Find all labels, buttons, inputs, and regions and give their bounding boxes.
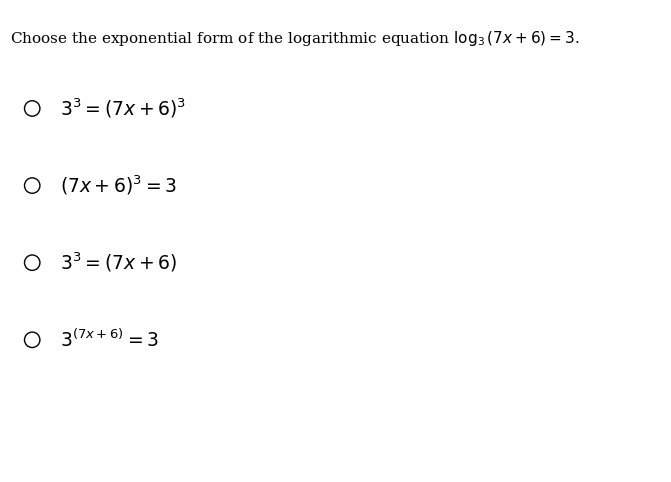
- Text: $3^3 = (7x+6)^3$: $3^3 = (7x+6)^3$: [60, 97, 187, 120]
- Text: $3^{(7x+6)} = 3$: $3^{(7x+6)} = 3$: [60, 329, 159, 351]
- Text: $3^3 = (7x+6)$: $3^3 = (7x+6)$: [60, 251, 177, 274]
- Text: Choose the exponential form of the logarithmic equation $\log_3(7x + 6) = 3$.: Choose the exponential form of the logar…: [10, 29, 580, 48]
- Text: $(7x+6)^3 = 3$: $(7x+6)^3 = 3$: [60, 174, 177, 197]
